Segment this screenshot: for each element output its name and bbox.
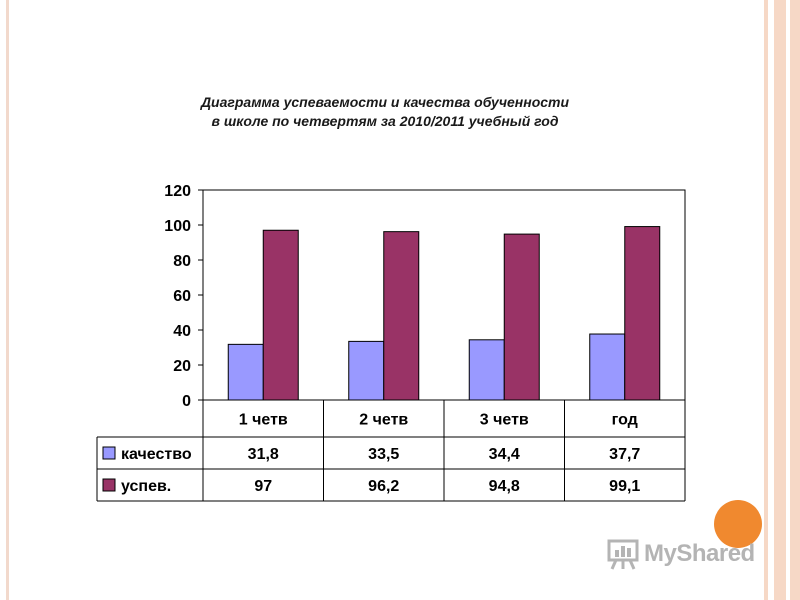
data-label: 97 xyxy=(254,478,272,495)
data-label: 34,4 xyxy=(489,446,520,463)
bar-kachestvo-4 xyxy=(589,333,626,401)
bar-kachestvo-1 xyxy=(227,343,264,401)
category-label: год xyxy=(612,412,638,429)
y-tick-label: 80 xyxy=(173,253,191,270)
category-label: 3 четв xyxy=(480,412,529,429)
data-label: 96,2 xyxy=(368,478,399,495)
category-label: 2 четв xyxy=(359,412,408,429)
y-tick-label: 120 xyxy=(164,183,191,200)
y-tick-label: 60 xyxy=(173,288,191,305)
data-label: 37,7 xyxy=(609,446,640,463)
legend-key-kachestvo xyxy=(102,446,116,460)
legend-key-uspev xyxy=(102,478,116,492)
chart-title-line-1: Диаграмма успеваемости и качества обучен… xyxy=(200,94,570,110)
slide-right-border xyxy=(764,0,800,600)
data-label: 99,1 xyxy=(609,478,640,495)
bar-kachestvo-3 xyxy=(468,339,505,401)
watermark-logo: MyShared xyxy=(606,536,755,572)
data-label: 33,5 xyxy=(368,446,399,463)
orange-circle-decoration xyxy=(714,500,762,548)
watermark-text: MyShared xyxy=(644,540,755,567)
category-label: 1 четв xyxy=(239,412,288,429)
bar-uspev-4 xyxy=(624,226,661,401)
y-tick-label: 100 xyxy=(164,218,191,235)
y-tick-label: 40 xyxy=(173,323,191,340)
bar-kachestvo-2 xyxy=(348,340,385,401)
chart-title: Диаграмма успеваемости и качества обучен… xyxy=(150,93,620,131)
bar-uspev-1 xyxy=(262,229,299,401)
presentation-board-icon xyxy=(607,539,639,570)
bar-uspev-3 xyxy=(503,233,540,401)
bar-uspev-2 xyxy=(383,231,420,401)
data-label: 31,8 xyxy=(248,446,279,463)
chart-title-line-2: в школе по четвертям за 2010/2011 учебны… xyxy=(211,113,559,129)
y-tick-label: 20 xyxy=(173,358,191,375)
series-name: успев. xyxy=(121,478,171,495)
data-label: 94,8 xyxy=(489,478,520,495)
series-name: качество xyxy=(121,446,192,463)
slide-left-border xyxy=(6,0,9,600)
y-tick-label: 0 xyxy=(182,393,191,410)
